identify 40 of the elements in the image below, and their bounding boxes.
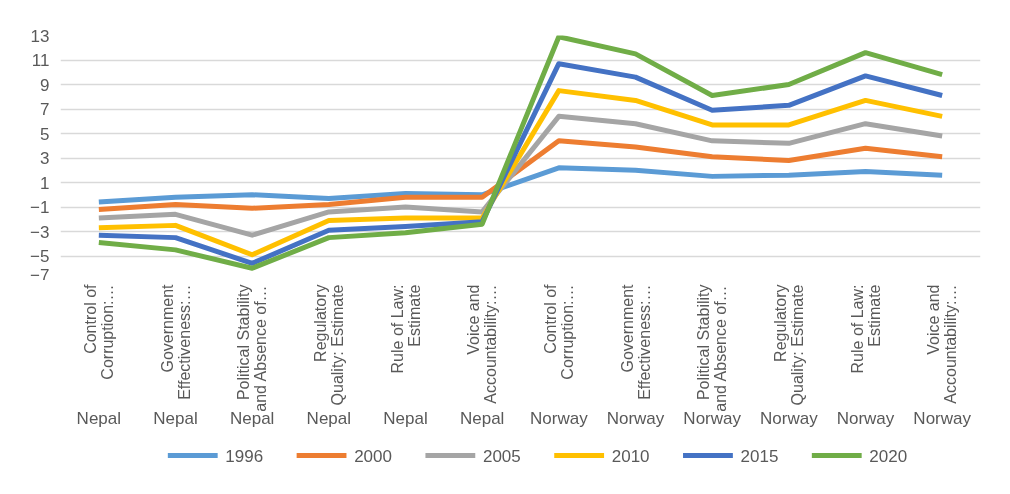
text: Nepal [76,409,122,428]
legend-label: 2005 [482,446,521,466]
x-tick-label: Regulatory Quality: Estimate [311,284,346,406]
text: Nepal [153,409,198,428]
x-tick-label: Control of Corruption:… [541,283,576,380]
x-tick-label: Voice and Accountability:… [465,284,500,404]
legend-label: 2020 [869,446,908,466]
y-tick-label: 1 [40,173,50,193]
x-tick-label: Regulatory Quality: Estimate [771,284,806,406]
y-tick-label: 3 [40,149,50,168]
legend-label: 1996 [225,446,264,466]
text: Nepal [459,409,505,428]
x-tick-label: Rule of Law: Estimate [848,284,883,374]
y-tick-label: 11 [31,51,50,70]
text: Nepal [229,409,275,428]
y-tick-label: 9 [40,75,50,95]
y-tick-label: 7 [40,100,50,119]
legend-label: 2000 [354,446,392,466]
x-tick-label: Political Stability and Absence of… [695,284,730,412]
text: Norway [760,409,819,428]
legend-label: 2015 [740,446,779,466]
text: Norway [913,409,972,428]
x-tick-label: Government Effectiveness:… [618,283,653,400]
y-tick-label: −5 [30,247,50,266]
x-tick-label: Rule of Law: Estimate [388,284,423,374]
legend-label: 2010 [611,446,650,466]
text: Norway [530,409,589,428]
x-tick-label: Control of Corruption:… [81,283,116,380]
y-tick-label: −7 [30,265,50,285]
text: Nepal [306,409,352,428]
y-tick-label: −3 [30,222,50,242]
x-tick-label: Government Effectiveness:… [158,283,193,400]
y-tick-label: −1 [30,198,50,217]
text: Norway [606,409,665,428]
y-tick-label: 5 [40,124,50,144]
y-tick-label: 13 [30,26,50,46]
text: Nepal [383,409,428,428]
text: Norway [836,409,895,428]
x-tick-label: Political Stability and Absence of… [235,284,270,412]
x-tick-label: Voice and Accountability:… [925,284,960,404]
